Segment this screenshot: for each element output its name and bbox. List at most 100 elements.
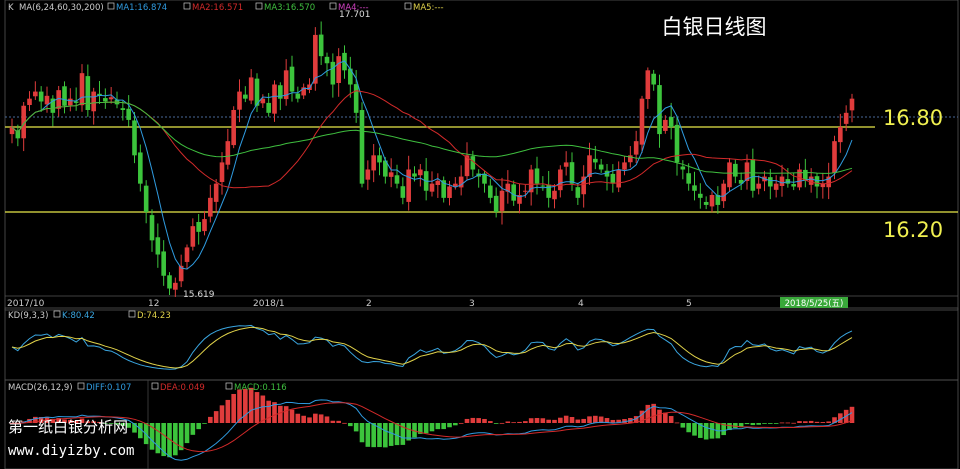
candle-up bbox=[91, 91, 96, 112]
candle-down bbox=[470, 156, 476, 170]
watermark-line2: www.diyizby.com bbox=[8, 443, 134, 459]
candle-down bbox=[511, 184, 516, 201]
candle-up bbox=[213, 183, 219, 202]
macd-bar bbox=[563, 415, 569, 423]
macd-bar bbox=[418, 423, 423, 434]
candle-up bbox=[622, 162, 627, 170]
candle-down bbox=[750, 159, 756, 191]
kd-legend-k: K:80.42 bbox=[62, 311, 95, 321]
macd-bar bbox=[213, 411, 219, 423]
ma2-checkbox[interactable] bbox=[183, 2, 191, 10]
candle-down bbox=[698, 193, 703, 198]
macd-bar bbox=[645, 404, 651, 423]
macd-bar bbox=[814, 421, 820, 423]
macd-bar bbox=[832, 417, 837, 423]
macd-bar bbox=[838, 413, 843, 423]
candle-down bbox=[598, 164, 604, 170]
candle-down bbox=[138, 152, 143, 184]
candle-up bbox=[517, 195, 522, 204]
kd-d-line bbox=[11, 326, 853, 369]
candle-down bbox=[62, 86, 67, 106]
macd-bar bbox=[225, 399, 231, 423]
candle-up bbox=[843, 112, 849, 124]
macd-macd-checkbox[interactable] bbox=[225, 382, 233, 390]
macd-bar bbox=[272, 402, 277, 423]
macd-bar bbox=[237, 389, 242, 423]
macd-diff-checkbox[interactable] bbox=[77, 382, 85, 390]
candle-up bbox=[552, 190, 557, 200]
macd-bar bbox=[348, 423, 353, 427]
macd-bar bbox=[546, 419, 551, 423]
macd-bar bbox=[575, 419, 581, 423]
candle-up bbox=[616, 169, 621, 188]
macd-bar bbox=[849, 406, 855, 423]
candle-down bbox=[348, 68, 353, 85]
candle-down bbox=[482, 173, 487, 184]
macd-bar bbox=[243, 388, 248, 423]
ma1-checkbox[interactable] bbox=[107, 2, 115, 10]
candle-up bbox=[225, 141, 231, 165]
macd-bar bbox=[383, 423, 388, 448]
candle-up bbox=[365, 169, 371, 180]
candle-up bbox=[190, 226, 196, 247]
macd-bar bbox=[429, 423, 435, 432]
candle-down bbox=[126, 108, 131, 120]
ma5-checkbox[interactable] bbox=[404, 2, 412, 10]
candle-up bbox=[779, 176, 785, 187]
ma3-legend: MA3:16.570 bbox=[264, 3, 315, 13]
macd-bar bbox=[744, 423, 750, 425]
candle-up bbox=[219, 162, 225, 182]
x-tick-2017-10: 2017/10 bbox=[7, 299, 45, 309]
candle-down bbox=[546, 184, 551, 198]
macd-bar bbox=[79, 418, 85, 423]
x-tick-5: 5 bbox=[686, 299, 692, 309]
candle-up bbox=[838, 127, 843, 143]
x-tick-4: 4 bbox=[578, 299, 584, 309]
candle-up bbox=[283, 70, 289, 100]
candle-up bbox=[173, 282, 178, 290]
candle-down bbox=[120, 108, 126, 110]
macd-bar bbox=[406, 423, 411, 441]
macd-bar bbox=[143, 423, 149, 445]
candle-down bbox=[610, 173, 616, 184]
macd-bar bbox=[289, 409, 295, 423]
macd-bar bbox=[91, 421, 96, 423]
macd-lines bbox=[11, 399, 853, 461]
candle-down bbox=[143, 185, 149, 212]
main-panel-frame bbox=[4, 0, 959, 311]
macd-bar bbox=[441, 423, 446, 430]
macd-bar bbox=[155, 423, 161, 454]
macd-bar bbox=[709, 423, 715, 439]
candle-down bbox=[243, 94, 248, 99]
candlestick-series bbox=[9, 21, 855, 298]
candle-up bbox=[523, 190, 528, 192]
candle-up bbox=[248, 77, 254, 101]
candle-down bbox=[324, 56, 330, 64]
candle-up bbox=[499, 190, 505, 211]
macd-bar bbox=[750, 423, 756, 426]
candle-down bbox=[575, 187, 581, 198]
candle-up bbox=[21, 105, 26, 139]
macd-dea-checkbox[interactable] bbox=[151, 382, 159, 390]
main-legend-k: K bbox=[8, 3, 14, 13]
macd-bar bbox=[85, 421, 91, 423]
candle-up bbox=[371, 155, 376, 171]
candle-up bbox=[826, 176, 831, 188]
macd-bar bbox=[295, 413, 301, 423]
macd-bar bbox=[278, 405, 283, 423]
macd-bar bbox=[388, 423, 394, 446]
kd-d-checkbox[interactable] bbox=[128, 310, 136, 318]
candle-up bbox=[709, 195, 715, 207]
candle-down bbox=[383, 160, 388, 177]
kd-k-checkbox[interactable] bbox=[53, 310, 61, 318]
candle-up bbox=[628, 155, 633, 163]
candle-down bbox=[657, 85, 662, 135]
macd-bar bbox=[248, 387, 254, 423]
candle-up bbox=[231, 110, 236, 146]
macd-bar bbox=[62, 419, 67, 423]
macd-bar bbox=[569, 417, 575, 423]
ma3-checkbox[interactable] bbox=[255, 2, 263, 10]
ma4-checkbox[interactable] bbox=[329, 2, 337, 10]
macd-bar bbox=[97, 421, 102, 423]
high-label: 17.701 bbox=[339, 10, 371, 20]
